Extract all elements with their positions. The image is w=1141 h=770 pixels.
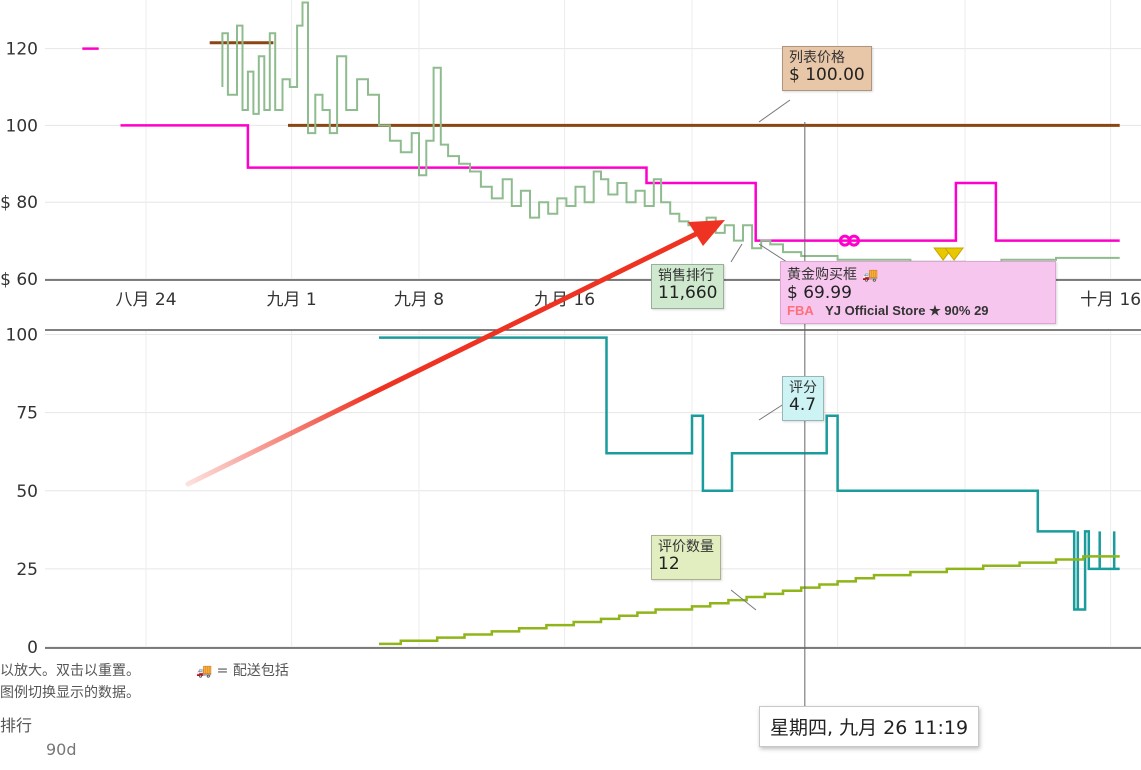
list-price-tooltip-value: $ 100.00: [789, 65, 865, 86]
review-count-tooltip-label: 评价数量: [658, 539, 714, 555]
shipping-legend: 🚚 = 配送包括: [196, 660, 289, 680]
seller-rating-count: 29: [974, 303, 989, 319]
x-tick-label: 九月 8: [394, 290, 444, 310]
y-tick-label: 100: [6, 326, 38, 346]
series-rating-spikes: [1076, 531, 1116, 610]
series-buybox: [82, 47, 1120, 242]
series-review-count: [379, 555, 1120, 646]
review-count-leader: [730, 589, 757, 611]
y-tick-label: 25: [16, 560, 38, 580]
series-amazon-used: [221, 1, 1120, 265]
rank-section-label: 排行: [0, 716, 33, 735]
list-price-leader: [758, 99, 791, 123]
shipping-legend-text: = 配送包括: [216, 663, 289, 679]
sales-rank-tooltip: 销售排行 11,660: [651, 264, 725, 309]
marker-triangle: [944, 247, 965, 261]
y-tick-label: 50: [16, 482, 38, 502]
buybox-tooltip-value: $ 69.99: [787, 282, 852, 303]
buybox-leader: [758, 243, 791, 265]
sales-rank-leader: [730, 243, 743, 263]
seller-rating: ★ 90%: [929, 303, 971, 319]
rating-tooltip-label: 评分: [789, 380, 817, 396]
range-90d-button[interactable]: 90d: [46, 740, 77, 759]
x-tick-label: 十月 16: [1080, 290, 1141, 310]
y-tick-label: 120: [6, 40, 38, 60]
date-tooltip: 星期四, 九月 26 11:19: [759, 706, 980, 747]
review-count-tooltip: 评价数量 12: [651, 535, 721, 580]
buybox-seller-row: FBA YJ Official Store ★ 90% 29: [787, 304, 1049, 319]
legend-hint: 图例切换显示的数据。: [0, 685, 140, 701]
rating-tooltip: 评分 4.7: [782, 376, 824, 421]
buybox-marker-dot: [847, 234, 860, 247]
review-count-tooltip-value: 12: [658, 554, 680, 575]
seller-name: YJ Official Store: [825, 303, 926, 319]
list-price-tooltip-label: 列表价格: [789, 50, 845, 66]
y-tick-label: 100: [6, 116, 38, 136]
sales-rank-tooltip-value: 11,660: [658, 283, 718, 304]
x-tick-label: 九月 1: [266, 290, 316, 310]
buybox-tooltip-label: 黄金购买框: [787, 267, 857, 283]
truck-icon: 🚚: [862, 268, 879, 283]
y-tick-label: $ 60: [0, 270, 38, 290]
sales-rank-tooltip-label: 销售排行: [658, 268, 714, 284]
fba-badge: FBA: [787, 303, 814, 319]
rating-tooltip-value: 4.7: [789, 395, 817, 416]
x-tick-label: 八月 24: [115, 290, 176, 310]
series-rating: [379, 336, 1120, 611]
annotation-arrow-shaft: [185, 229, 703, 487]
y-tick-label: 75: [16, 404, 38, 424]
zoom-hint: 以放大。双击以重置。: [0, 663, 140, 679]
buybox-tooltip: 黄金购买框 🚚 $ 69.99 FBA YJ Official Store ★ …: [780, 261, 1056, 325]
y-tick-label: 0: [27, 638, 38, 658]
truck-icon: 🚚: [196, 664, 213, 679]
annotation-arrow-head: [688, 220, 725, 246]
list-price-tooltip: 列表价格 $ 100.00: [782, 46, 872, 91]
y-tick-label: $ 80: [0, 193, 38, 213]
